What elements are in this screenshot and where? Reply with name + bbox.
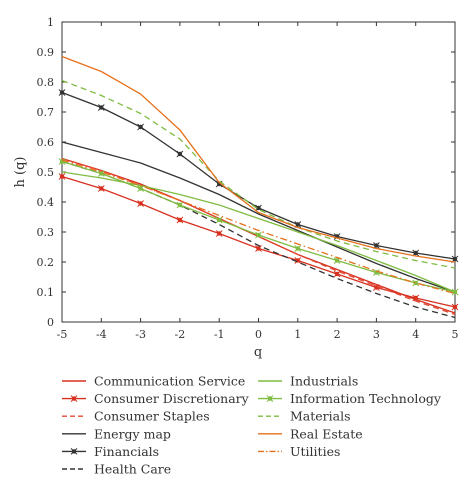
legend-label: Industrials <box>290 374 358 389</box>
series-point-4 <box>176 150 184 158</box>
series-line-6 <box>61 171 456 293</box>
x-tick-label: 2 <box>334 328 341 341</box>
x-tick-label: 1 <box>294 328 301 341</box>
series-line-3 <box>61 141 456 293</box>
y-tick-label: 0.1 <box>37 286 55 299</box>
series-line-1 <box>61 175 456 308</box>
x-tick-label: -5 <box>57 328 68 341</box>
series-point-4 <box>58 89 66 96</box>
series-point-7 <box>412 279 420 287</box>
x-tick-label: -4 <box>96 328 107 341</box>
series-point-7 <box>255 231 262 239</box>
series-point-7 <box>176 201 184 209</box>
legend-label: Consumer Discretionary <box>94 391 250 406</box>
series-point-7 <box>215 216 223 224</box>
series-point-4 <box>451 255 459 263</box>
series-point-7 <box>58 158 66 165</box>
x-tick-label: -2 <box>175 328 186 341</box>
series-point-7 <box>373 269 380 276</box>
x-tick-label: 5 <box>452 328 459 341</box>
legend: Communication Service Consumer Discretion… <box>62 374 442 477</box>
series-line-7 <box>61 160 456 293</box>
series-point-1 <box>451 303 459 311</box>
series-point-1 <box>215 230 223 237</box>
x-axis-label: q <box>254 345 262 360</box>
series-point-1 <box>97 185 105 192</box>
legend-marker <box>70 448 78 455</box>
series-line-9 <box>61 55 456 263</box>
series-point-4 <box>97 104 105 111</box>
series-line-5 <box>61 160 456 319</box>
y-tick-label: 0.7 <box>37 106 55 119</box>
legend-label: Materials <box>290 409 351 424</box>
x-tick-label: 4 <box>412 328 419 341</box>
y-tick-label: 0.6 <box>37 136 55 149</box>
y-axis-label: h (q) <box>13 157 28 188</box>
y-tick-label: 1 <box>47 16 54 29</box>
series-point-1 <box>333 270 341 278</box>
plot-area: -5 -4 -3 -2 -1 0 1 2 3 4 5 0 0.1 0.2 0.3 0.4 0.5 0.6 0.7 0.… <box>37 16 459 341</box>
x-tick-label: 3 <box>373 328 380 341</box>
y-tick-label: 0.3 <box>37 226 55 239</box>
series-point-7 <box>97 170 105 177</box>
y-tick-label: 0.8 <box>37 76 55 89</box>
x-tick-label: -3 <box>135 328 146 341</box>
legend-marker <box>70 395 78 402</box>
legend-label: Consumer Staples <box>94 409 210 424</box>
series-point-7 <box>294 245 302 252</box>
legend-label: Energy map <box>94 426 171 441</box>
series-point-1 <box>373 284 380 291</box>
y-tick-label: 0.9 <box>37 46 55 59</box>
y-tick-label: 0.5 <box>37 166 55 179</box>
legend-marker <box>266 395 274 402</box>
legend-label: Information Technology <box>290 391 442 406</box>
series-point-1 <box>137 200 144 207</box>
series-point-4 <box>137 123 144 131</box>
series-point-1 <box>294 257 302 264</box>
legend-label: Real Estate <box>290 426 363 441</box>
legend-label: Health Care <box>94 462 171 477</box>
legend-label: Utilities <box>290 444 340 459</box>
series-line-10 <box>61 159 456 295</box>
legend-label: Financials <box>94 444 159 459</box>
series-point-1 <box>412 294 420 302</box>
y-tick-label: 0.2 <box>37 256 55 269</box>
x-tick-label: -1 <box>214 328 225 341</box>
series-point-1 <box>58 173 66 180</box>
series-point-1 <box>176 216 184 224</box>
y-tick-label: 0.4 <box>37 196 55 209</box>
y-tick-label: 0 <box>47 316 54 329</box>
legend-label: Communication Service <box>94 374 245 389</box>
series-point-7 <box>137 185 144 192</box>
series-line-8 <box>61 79 456 269</box>
series-point-4 <box>373 242 380 249</box>
series-point-7 <box>451 288 459 296</box>
x-tick-label: 0 <box>255 328 262 341</box>
series-point-1 <box>255 245 262 252</box>
